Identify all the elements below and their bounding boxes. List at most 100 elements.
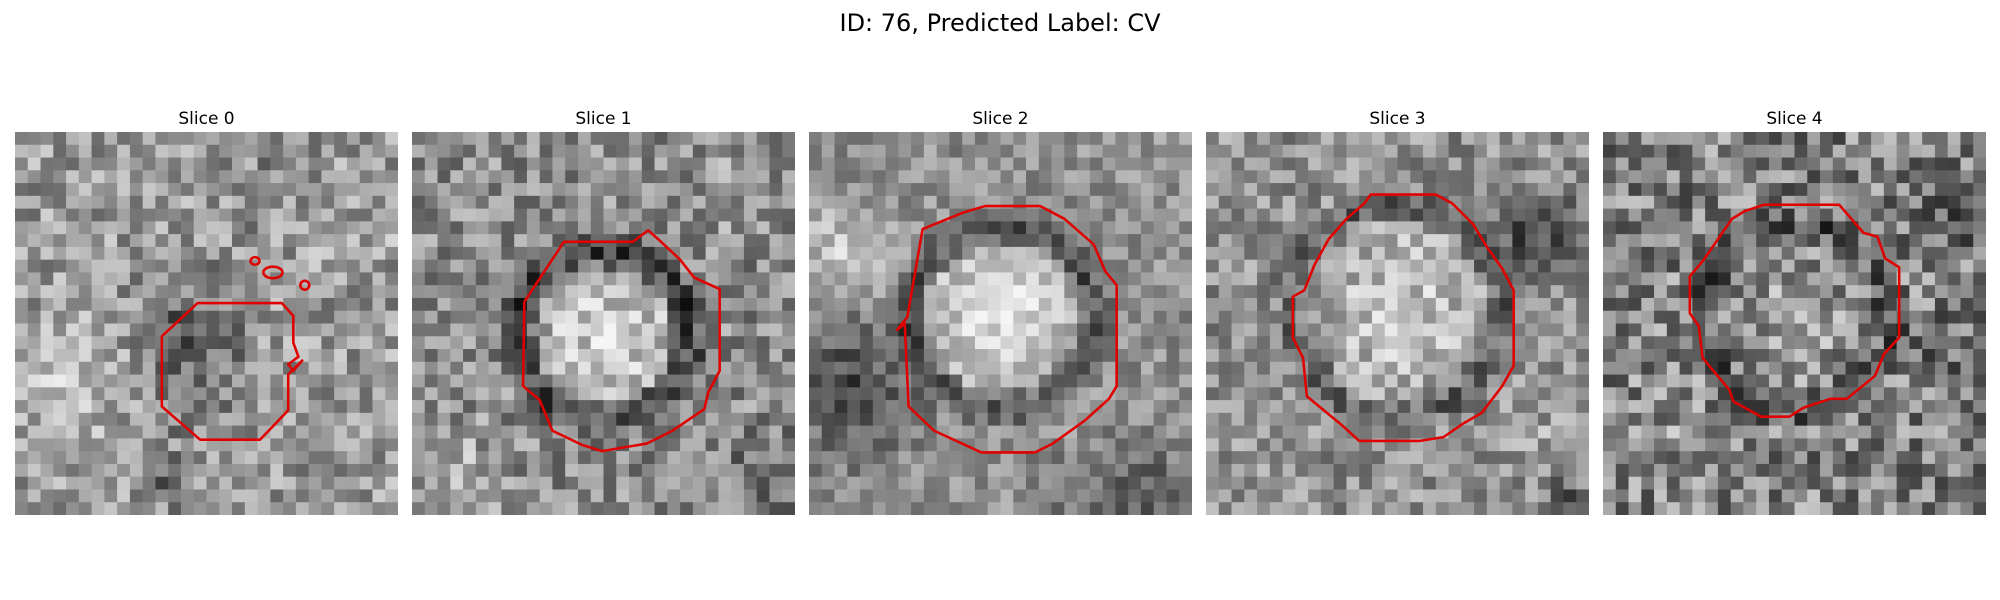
pixel (692, 183, 707, 197)
pixel (949, 425, 963, 439)
pixel (1666, 374, 1680, 388)
pixel (718, 208, 732, 222)
pixel (1282, 476, 1296, 490)
pixel (1461, 132, 1475, 146)
pixel (821, 170, 835, 184)
pixel (1781, 502, 1795, 515)
pixel (731, 336, 745, 350)
pixel (565, 361, 579, 375)
pixel (334, 400, 348, 414)
pixel (1410, 144, 1424, 158)
pixel (565, 170, 579, 184)
pixel (1871, 463, 1885, 478)
pixel (1346, 132, 1360, 146)
pixel (1576, 425, 1589, 439)
pixel (782, 502, 795, 515)
pixel (1397, 349, 1411, 363)
pixel (616, 221, 630, 235)
pixel (1947, 259, 1961, 273)
pixel (424, 132, 438, 146)
pixel (244, 476, 258, 490)
pixel (321, 349, 335, 363)
pixel (1641, 361, 1655, 375)
pixel (1537, 451, 1552, 465)
pixel (1435, 310, 1449, 324)
pixel (295, 387, 310, 401)
pixel (565, 374, 579, 388)
pixel (219, 451, 233, 465)
pixel (412, 246, 426, 261)
pixel (1973, 170, 1986, 184)
pixel (270, 183, 284, 197)
pixel (15, 132, 29, 146)
pixel (295, 259, 310, 273)
pixel (1231, 336, 1245, 350)
pixel (1960, 272, 1974, 286)
pixel (1883, 476, 1898, 490)
pixel (603, 463, 617, 478)
pixel (270, 221, 284, 235)
pixel (1934, 310, 1949, 324)
pixel (1140, 221, 1155, 235)
pixel (501, 285, 515, 299)
pixel (1934, 183, 1949, 197)
pixel (1576, 259, 1589, 273)
pixel (1102, 285, 1116, 299)
pixel (1883, 361, 1898, 375)
pixel (680, 463, 694, 478)
pixel (1628, 336, 1642, 350)
pixel (923, 438, 938, 452)
pixel (1295, 208, 1309, 222)
pixel (1359, 463, 1373, 478)
pixel (450, 183, 464, 197)
pixel (1115, 272, 1129, 286)
pixel (1679, 476, 1693, 490)
pixel (1166, 259, 1180, 273)
pixel (1435, 234, 1449, 248)
pixel (1692, 183, 1706, 197)
pixel (1883, 144, 1898, 158)
pixel (629, 400, 643, 414)
pixel (718, 451, 732, 465)
pixel (270, 476, 284, 490)
pixel (1320, 451, 1335, 465)
pixel (385, 349, 398, 363)
pixel (782, 412, 795, 427)
pixel (949, 476, 963, 490)
pixel (1756, 272, 1770, 286)
pixel (244, 297, 258, 312)
pixel (1628, 502, 1642, 515)
pixel (1550, 438, 1564, 452)
pixel (1641, 502, 1655, 515)
pixel (577, 144, 592, 158)
pixel (1384, 412, 1398, 427)
pixel (526, 336, 541, 350)
pixel (667, 132, 681, 146)
pixel (219, 425, 233, 439)
pixel (923, 323, 938, 337)
pixel (603, 361, 617, 375)
pixel (1397, 157, 1411, 171)
pixel (1909, 157, 1923, 171)
pixel (1359, 310, 1373, 324)
pixel (463, 208, 477, 222)
pixel (1257, 297, 1271, 312)
pixel (142, 144, 156, 158)
pixel (1832, 400, 1846, 414)
pixel (1654, 387, 1668, 401)
pixel (1140, 259, 1155, 273)
pixel (488, 489, 502, 503)
pixel (692, 476, 707, 490)
pixel (244, 361, 258, 375)
pixel (1973, 259, 1986, 273)
pixel (27, 463, 41, 478)
pixel (104, 502, 118, 515)
pixel (1064, 387, 1078, 401)
pixel (949, 387, 963, 401)
pixel (321, 310, 335, 324)
pixel (501, 463, 515, 478)
pixel (847, 336, 861, 350)
pixel (1973, 476, 1986, 490)
pixel (1641, 323, 1655, 337)
pixel (705, 489, 719, 503)
